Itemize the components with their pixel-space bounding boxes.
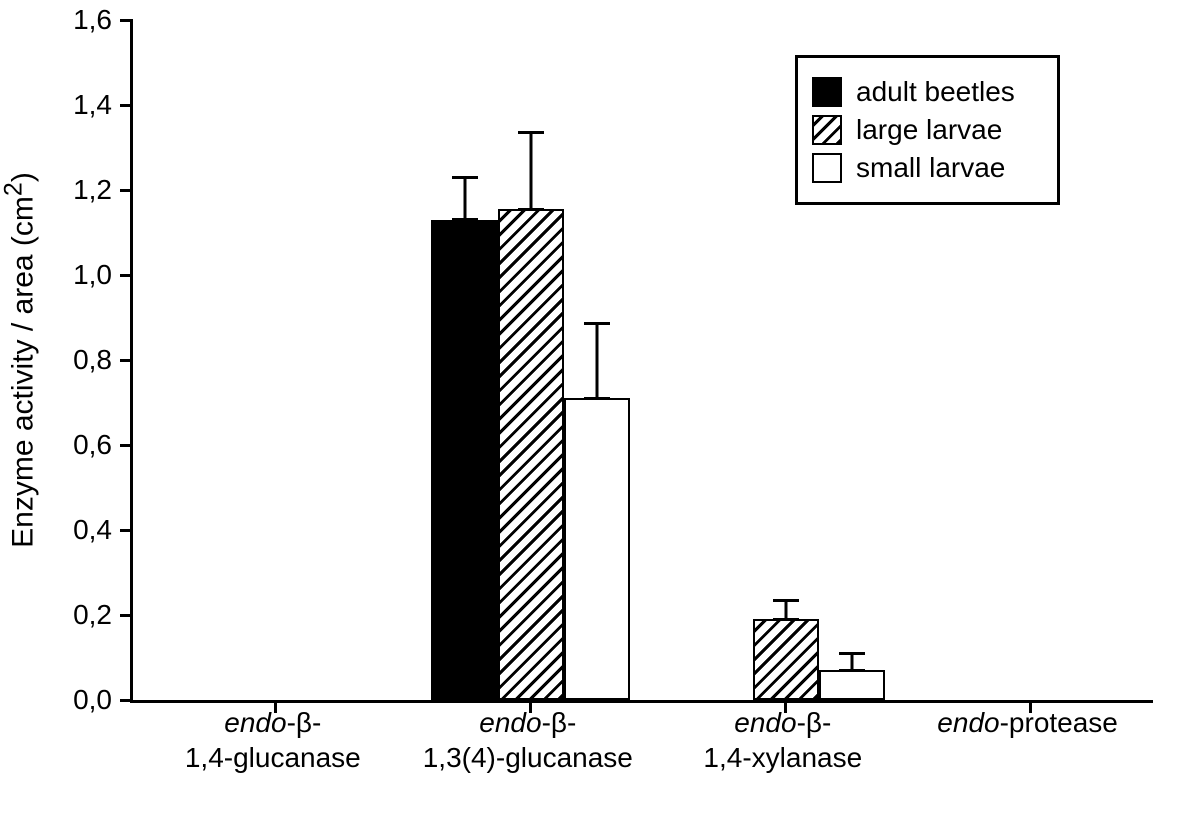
x-cat-italic: endo	[479, 707, 541, 738]
error-bar-cap	[773, 599, 799, 602]
chart-container: Enzyme activity / area (cm2) adult beetl…	[0, 0, 1200, 831]
y-tick	[120, 274, 133, 277]
y-axis-title: Enzyme activity / area (cm2)	[0, 172, 41, 548]
legend-swatch	[812, 77, 842, 107]
error-bar-cap	[839, 652, 865, 655]
y-tick	[120, 529, 133, 532]
x-cat-line2: 1,4-glucanase	[185, 742, 361, 773]
x-cat-italic: endo	[937, 707, 999, 738]
legend: adult beetles large larvae small larvae	[795, 55, 1060, 205]
error-bar-cap	[452, 176, 478, 179]
y-tick	[120, 444, 133, 447]
bar	[564, 398, 630, 700]
y-axis-title-text: Enzyme activity / area (cm2)	[7, 172, 40, 548]
bar	[819, 670, 885, 700]
error-bar-stem	[851, 653, 854, 670]
bar	[431, 220, 497, 700]
legend-row: large larvae	[812, 114, 1039, 146]
error-bar-cap	[584, 397, 610, 400]
y-tick-label: 0,2	[60, 599, 112, 631]
y-tick-label: 1,2	[60, 174, 112, 206]
x-category-label: endo-β- 1,4-xylanase	[663, 705, 903, 775]
y-tick	[120, 359, 133, 362]
x-category-label: endo-protease	[908, 705, 1148, 740]
x-category-label: endo-β- 1,4-glucanase	[153, 705, 393, 775]
legend-swatch	[812, 115, 842, 145]
y-tick-label: 0,0	[60, 684, 112, 716]
legend-row: small larvae	[812, 152, 1039, 184]
error-bar-cap	[584, 322, 610, 325]
error-bar-cap	[518, 131, 544, 134]
x-cat-italic: endo	[224, 707, 286, 738]
y-tick-label: 1,0	[60, 259, 112, 291]
x-cat-rest: -protease	[1000, 707, 1118, 738]
error-bar-cap	[452, 218, 478, 221]
y-tick-label: 0,4	[60, 514, 112, 546]
x-cat-rest: -β-	[797, 707, 832, 738]
y-tick-label: 1,6	[60, 4, 112, 36]
error-bar-stem	[784, 600, 787, 619]
y-tick-label: 0,6	[60, 429, 112, 461]
error-bar-stem	[463, 177, 466, 220]
x-cat-italic: endo	[734, 707, 796, 738]
y-tick	[120, 104, 133, 107]
legend-label: large larvae	[856, 114, 1002, 146]
y-tick	[120, 189, 133, 192]
x-category-label: endo-β- 1,3(4)-glucanase	[408, 705, 648, 775]
y-tick	[120, 19, 133, 22]
error-bar-cap	[773, 618, 799, 621]
bar	[498, 209, 564, 700]
error-bar-cap	[839, 669, 865, 672]
y-tick	[120, 614, 133, 617]
y-tick	[120, 699, 133, 702]
y-tick-label: 1,4	[60, 89, 112, 121]
legend-row: adult beetles	[812, 76, 1039, 108]
y-tick-label: 0,8	[60, 344, 112, 376]
x-cat-rest: -β-	[542, 707, 577, 738]
error-bar-cap	[518, 208, 544, 211]
bar	[753, 619, 819, 700]
error-bar-stem	[596, 324, 599, 398]
legend-label: small larvae	[856, 152, 1005, 184]
x-cat-rest: -β-	[287, 707, 322, 738]
x-cat-line2: 1,3(4)-glucanase	[423, 742, 633, 773]
legend-swatch	[812, 153, 842, 183]
x-cat-line2: 1,4-xylanase	[703, 742, 862, 773]
error-bar-stem	[529, 133, 532, 210]
legend-label: adult beetles	[856, 76, 1015, 108]
